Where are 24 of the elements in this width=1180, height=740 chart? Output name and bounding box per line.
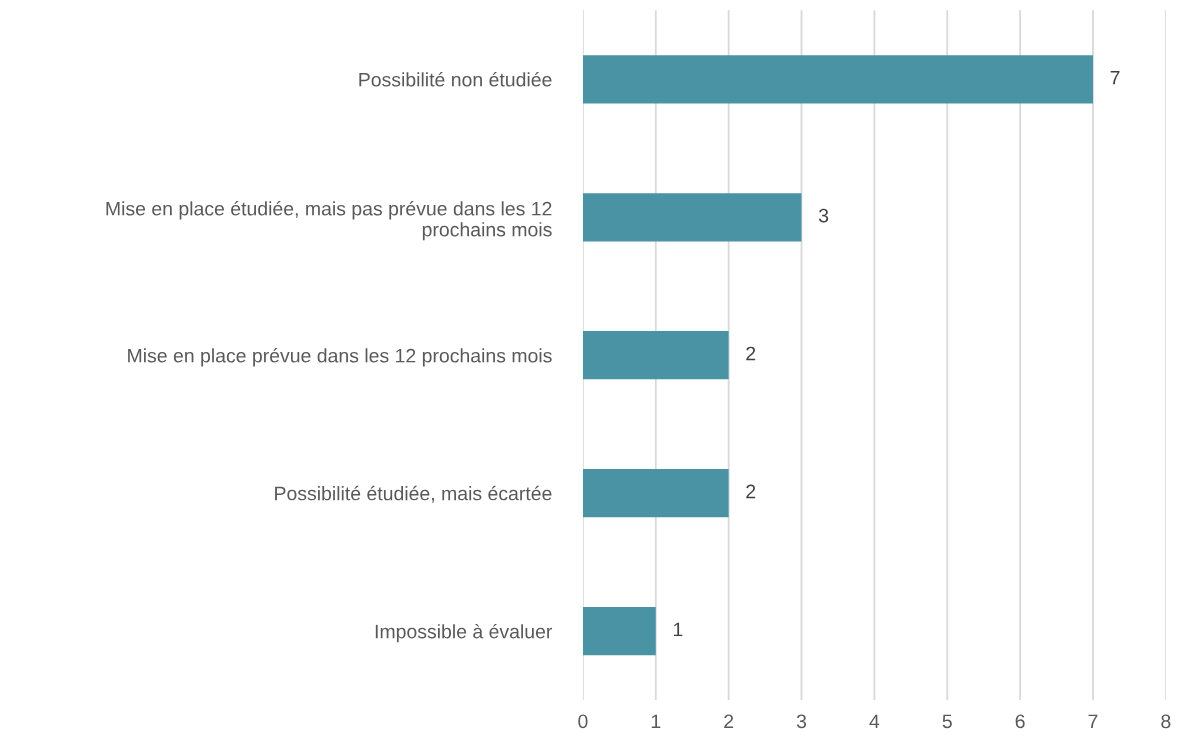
bar xyxy=(582,193,802,242)
y-tick-label: Possibilité étudiée, mais écartée xyxy=(275,485,552,503)
y-tick-label: Impossible à évaluer xyxy=(375,623,553,643)
data-label: 2 xyxy=(746,346,756,361)
x-tick-label: 4 xyxy=(869,714,880,729)
x-tick-label: 6 xyxy=(1015,714,1025,729)
x-tick-label: 8 xyxy=(1161,714,1171,729)
x-tick-label: 5 xyxy=(942,714,952,729)
x-tick-label: 7 xyxy=(1088,714,1098,729)
bar xyxy=(582,55,1093,104)
data-label: 2 xyxy=(746,484,756,499)
y-tick-label: Possibilité non étudiée xyxy=(359,72,552,87)
x-tick-label: 2 xyxy=(724,714,734,729)
x-tick-label: 1 xyxy=(651,714,661,729)
bar xyxy=(582,331,729,380)
x-tick-label: 0 xyxy=(578,714,588,729)
bar xyxy=(582,469,729,518)
y-tick-label: Mise en place prévue dans les 12 prochains mois xyxy=(128,348,552,367)
x-tick-label: 3 xyxy=(796,714,807,729)
data-label: 3 xyxy=(818,208,829,223)
data-label: 7 xyxy=(1110,70,1120,85)
y-tick-label: Mise en place étudiée, mais pas prévue dans les 12 prochains mois xyxy=(106,201,552,241)
data-label: 1 xyxy=(673,622,683,637)
bar xyxy=(582,606,656,656)
